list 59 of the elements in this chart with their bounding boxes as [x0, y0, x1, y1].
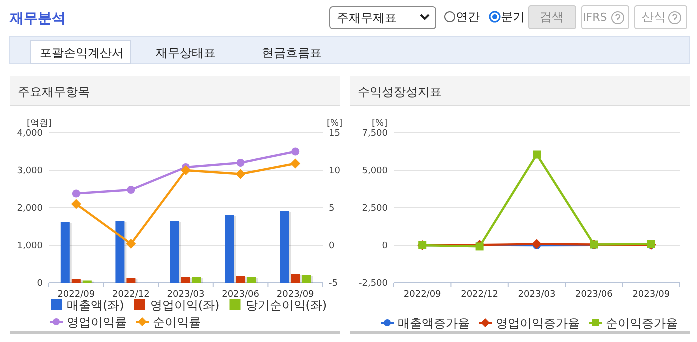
y2-axis-title: [%] [327, 119, 343, 129]
text: IFRS [583, 11, 608, 24]
y2-tick-label: 15 [329, 129, 340, 139]
legend-label: 순이익증가율 [606, 316, 678, 330]
legend-label: 순이익률 [153, 316, 201, 330]
x-tick-label: 2023/06 [576, 290, 614, 300]
text: 재무분석 [9, 11, 66, 27]
legend-label: 영업이익증가율 [496, 316, 580, 330]
legend-label: 매출액증가율 [398, 316, 470, 330]
y-tick-label: 5,000 [362, 166, 388, 176]
point [126, 239, 136, 249]
chart-title: 수익성장성지표 [358, 85, 442, 99]
y-tick-label: 2,000 [17, 204, 44, 214]
y-tick-label: 0 [382, 242, 388, 252]
chart-title: 주요재무항목 [18, 85, 90, 99]
text: 검색 [540, 10, 564, 24]
y-tick-label: 1,000 [17, 242, 44, 252]
x-tick-label: 2022/09 [404, 290, 442, 300]
legend-label: 매출액(좌) [67, 298, 124, 312]
y-tick-label: -2,500 [358, 279, 388, 289]
point [236, 159, 245, 167]
text: 연간 [456, 10, 480, 24]
text: 현금흐름표 [262, 46, 322, 60]
point [290, 158, 301, 169]
y2-tick-label: -5 [329, 279, 338, 289]
y2-tick-label: 10 [329, 166, 341, 176]
x-tick-label: 2023/03 [518, 290, 556, 300]
point [236, 169, 246, 180]
text: 분기 [501, 10, 525, 24]
y-tick-label: 0 [37, 279, 44, 289]
y-tick-label: 7,500 [362, 129, 388, 139]
y-axis-title: [%] [372, 119, 388, 129]
point [72, 190, 80, 198]
legend-label: 당기순이익(좌) [246, 298, 328, 312]
point [533, 150, 541, 159]
text: 재무상태표 [156, 46, 216, 60]
point [71, 199, 82, 210]
y-axis-title: [억원] [27, 119, 52, 129]
y2-tick-label: 5 [329, 204, 335, 214]
x-tick-label: 2023/06 [222, 290, 260, 300]
x-tick-label: 2023/09 [276, 290, 315, 300]
x-tick-label: 2023/09 [632, 290, 670, 300]
text: 산식 [642, 10, 666, 24]
legend-label: 영업이익(좌) [150, 298, 220, 312]
x-tick-label: 2022/09 [58, 290, 96, 300]
x-tick-label: 2023/03 [167, 290, 205, 300]
point [532, 239, 542, 250]
text: 주재무제표 [337, 11, 397, 25]
text: 포괄손익계산서 [40, 46, 124, 60]
point [292, 148, 300, 156]
point [127, 186, 136, 194]
y-tick-label: 3,000 [17, 166, 44, 176]
x-tick-label: 2022/12 [461, 290, 498, 300]
y-tick-label: 4,000 [17, 129, 44, 139]
y-tick-label: 2,500 [362, 204, 388, 214]
point [181, 166, 191, 176]
x-tick-label: 2022/12 [112, 290, 150, 300]
y2-tick-label: 0 [329, 242, 335, 252]
legend-label: 영업이익률 [67, 316, 127, 330]
